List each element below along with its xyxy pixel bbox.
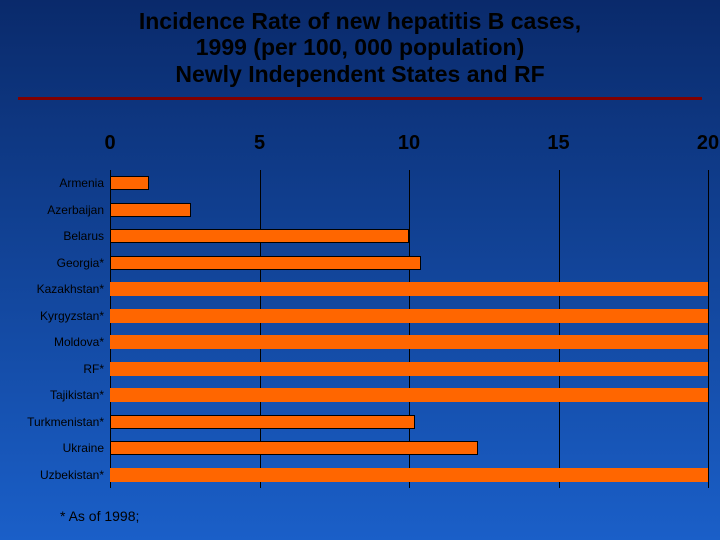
category-label: Kazakhstan* (37, 282, 104, 296)
footnote: * As of 1998; (60, 508, 139, 524)
category-label: Ukraine (63, 441, 104, 455)
title-line: Newly Independent States and RF (0, 61, 720, 87)
category-label: Georgia* (57, 256, 104, 270)
bar (110, 388, 708, 402)
category-label: Belarus (63, 229, 104, 243)
slide: Incidence Rate of new hepatitis B cases,… (0, 0, 720, 540)
category-label: Uzbekistan* (40, 468, 104, 482)
bar (110, 468, 708, 482)
bar-outline (110, 415, 415, 429)
axis-tick-label: 5 (254, 132, 265, 155)
axis-tick (708, 170, 709, 488)
category-label: Azerbaijan (47, 203, 104, 217)
bar-outline (110, 229, 409, 243)
bar-outline (110, 441, 478, 455)
category-label: Turkmenistan* (27, 415, 104, 429)
axis-tick-label: 15 (547, 132, 569, 155)
category-label: Armenia (59, 176, 104, 190)
title-underline (18, 97, 702, 100)
chart-title: Incidence Rate of new hepatitis B cases,… (0, 8, 720, 87)
bar (110, 309, 708, 323)
axis-tick-label: 10 (398, 132, 420, 155)
category-label: Kyrgyzstan* (40, 309, 104, 323)
title-line: 1999 (per 100, 000 population) (0, 34, 720, 60)
axis-tick-label: 0 (104, 132, 115, 155)
bar (110, 282, 708, 296)
bar-chart (110, 170, 708, 488)
bar-outline (110, 203, 191, 217)
axis-tick-label: 20 (697, 132, 719, 155)
bar-outline (110, 256, 421, 270)
bar (110, 362, 708, 376)
category-label: RF* (83, 362, 104, 376)
bar (110, 335, 708, 349)
category-label: Moldova* (54, 335, 104, 349)
category-label: Tajikistan* (50, 388, 104, 402)
title-line: Incidence Rate of new hepatitis B cases, (0, 8, 720, 34)
axis-tick (559, 170, 560, 488)
bar-outline (110, 176, 149, 190)
